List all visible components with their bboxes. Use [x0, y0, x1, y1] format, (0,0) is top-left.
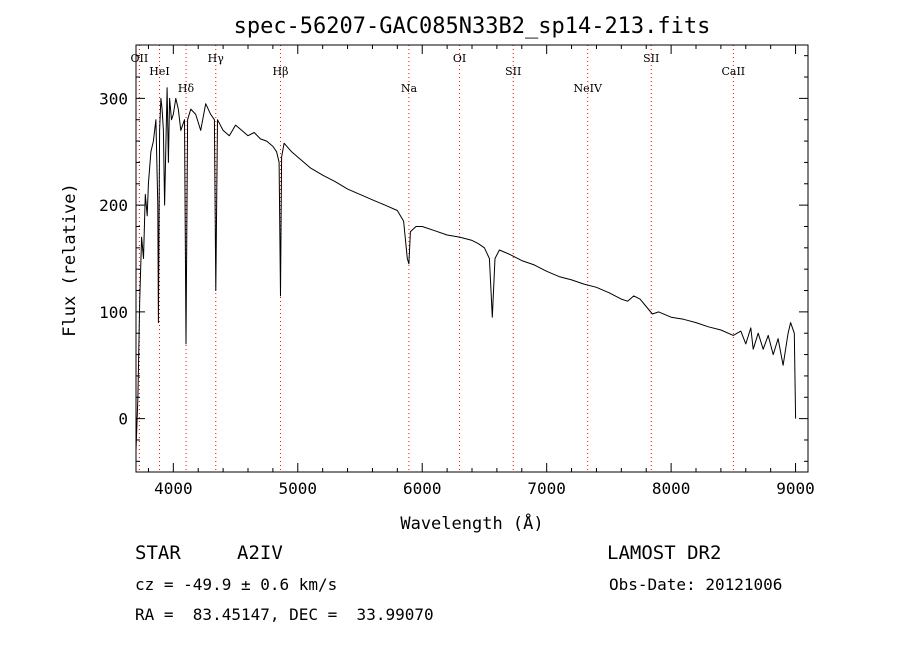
spectral-line-label: Na	[401, 82, 418, 95]
spectral-line-label: OII	[131, 52, 149, 65]
x-tick-label: 9000	[776, 479, 815, 498]
y-tick-label: 0	[118, 410, 128, 429]
spectral-line-label: SII	[505, 65, 521, 78]
y-tick-label: 300	[99, 89, 128, 108]
spectral-line-label: Hδ	[178, 82, 195, 95]
x-tick-label: 6000	[403, 479, 442, 498]
spectrum-line	[135, 87, 797, 451]
x-axis-label: Wavelength (Å)	[400, 512, 543, 534]
x-tick-label: 7000	[527, 479, 566, 498]
survey-name: LAMOST DR2	[607, 542, 722, 564]
spectral-line-label: CaII	[721, 65, 745, 78]
spectral-line-label: SII	[643, 52, 659, 65]
axis-ticks: 4000 5000 6000 7000 8000 9000 0 100 200 300	[99, 45, 815, 498]
y-axis-label: Flux (relative)	[60, 183, 80, 337]
x-tick-label: 5000	[279, 479, 318, 498]
spectral-line-markers	[138, 45, 734, 472]
object-subclass: A2IV	[237, 542, 283, 564]
series-layer	[135, 87, 797, 451]
coordinates: RA = 83.45147, DEC = 33.99070	[135, 605, 434, 624]
object-type: STAR	[135, 542, 181, 564]
spectral-line-label: Hβ	[273, 65, 289, 78]
y-tick-label: 200	[99, 196, 128, 215]
chart-title: spec-56207-GAC085N33B2_sp14-213.fits	[234, 14, 711, 39]
x-tick-label: 4000	[154, 479, 193, 498]
spectral-line-label: NeIV	[574, 82, 603, 95]
plot-frame	[135, 44, 809, 473]
redshift-value: cz = -49.9 ± 0.6 km/s	[135, 575, 338, 594]
spectral-line-label: Hγ	[208, 52, 225, 65]
x-tick-label: 8000	[652, 479, 691, 498]
spectral-line-label: OI	[453, 52, 466, 65]
observation-date: Obs-Date: 20121006	[609, 575, 783, 594]
y-tick-label: 100	[99, 303, 128, 322]
spectral-line-label: HeI	[149, 65, 169, 78]
